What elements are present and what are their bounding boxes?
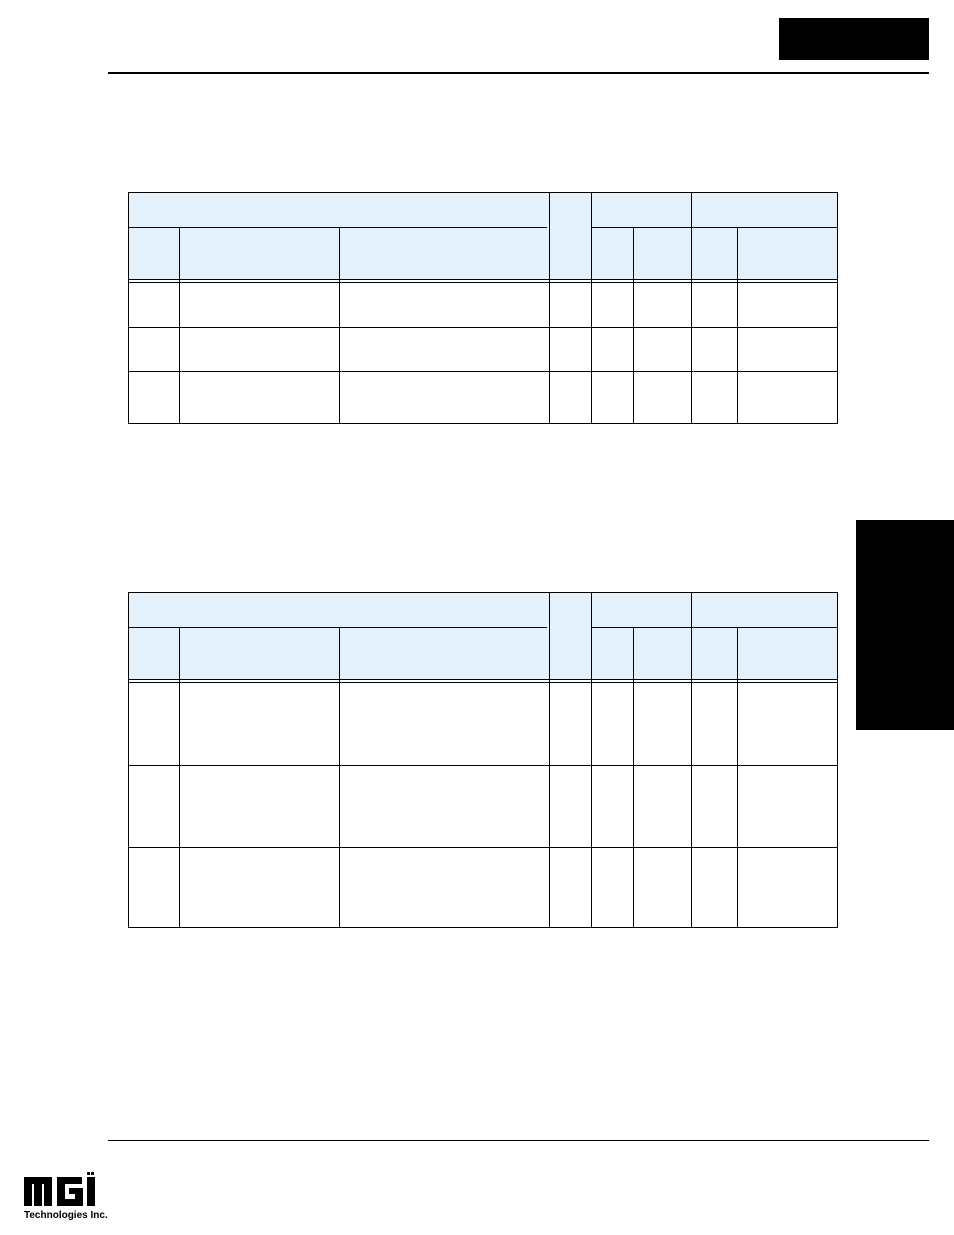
mgi-logo-icon: Technologies Inc.: [24, 1172, 114, 1222]
table-1: [128, 192, 838, 424]
side-black-tab: [856, 520, 954, 730]
header-rule: [108, 72, 929, 74]
header-black-box: [779, 18, 929, 60]
table-2: [128, 592, 838, 928]
footer-rule: [108, 1140, 929, 1141]
logo-subtext: Technologies Inc.: [24, 1210, 108, 1221]
